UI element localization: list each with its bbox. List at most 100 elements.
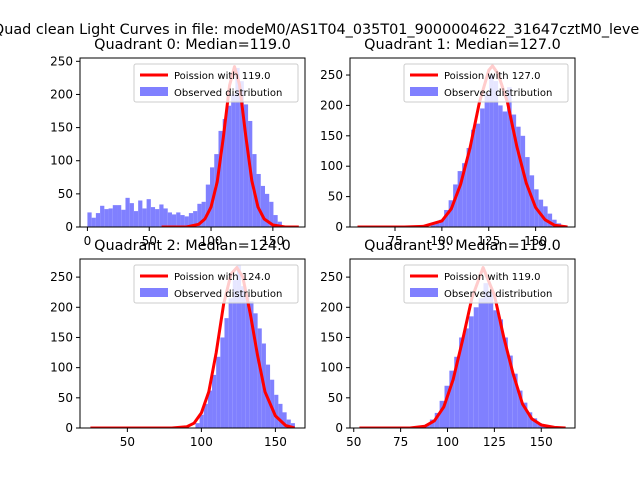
histogram-bar [435,223,440,227]
y-tick-label: 0 [335,220,343,234]
x-tick-label: 125 [477,234,500,248]
histogram-bar [459,337,464,428]
histogram-bar [256,173,261,227]
histogram-bar [95,213,101,227]
histogram-bar [220,337,225,428]
histogram-bar [547,213,553,227]
y-tick-label: 200 [320,98,343,112]
histogram-bar [243,104,249,227]
histogram-bar [278,403,283,428]
histogram-bar [507,87,512,227]
histogram-bar [235,67,240,227]
histogram-bar [142,208,147,227]
histogram-bar [212,374,217,428]
histogram-bar [493,310,499,428]
histogram-bar [429,419,435,428]
y-tick-label: 250 [320,270,343,284]
histogram-bar [199,414,204,428]
legend: Poission with 119.0 Observed distribution [403,264,569,304]
y-tick-label: 50 [328,391,343,405]
histogram-bar [286,419,291,428]
histogram-bar [193,211,198,227]
histogram-bar [274,394,279,428]
histogram-bar [444,385,450,428]
histogram-bar [493,81,499,227]
legend: Poission with 124.0 Observed distribution [133,264,299,304]
histogram-bar [488,292,494,428]
histogram-bar [511,114,517,227]
histogram-bar [216,356,221,428]
y-tick-label: 150 [50,121,73,135]
legend-label-poisson: Poission with 124.0 [174,272,270,283]
histogram-bar [207,390,213,428]
legend-bar-swatch [140,288,168,297]
histogram-bar [498,105,503,227]
x-tick-label: 150 [261,234,284,248]
histogram-bar [270,379,275,428]
histogram-bar [478,298,484,428]
y-tick-label: 50 [328,190,343,204]
histogram-bar [104,209,109,227]
x-tick-label: 100 [190,435,213,449]
histogram-bar [241,286,246,428]
x-tick-label: 100 [436,435,459,449]
legend-bar-swatch [140,87,168,96]
x-tick-label: 150 [524,234,547,248]
histogram-bar [475,123,481,227]
x-tick-label: 150 [530,435,553,449]
histogram-bar [236,265,242,428]
y-tick-label: 250 [320,68,343,82]
histogram-bar [249,301,254,428]
histogram-bar [201,201,206,227]
y-tick-label: 100 [50,154,73,168]
histogram-bar [532,418,538,428]
histogram-bar [228,298,233,428]
axes-frame [79,57,306,228]
legend-bar-swatch [410,87,438,96]
subplot-title: Quadrant 1: Median=127.0 [364,37,561,53]
axes-frame [349,258,576,429]
y-tick-label: 200 [50,300,73,314]
histogram-bar [462,163,467,227]
x-tick-label: 100 [430,234,453,248]
histogram-bar [473,307,479,428]
subplot-title: Quadrant 2: Median=124.0 [94,238,291,254]
histogram-bar [125,197,130,227]
histogram-bar [457,171,463,227]
histogram-bar [527,412,533,428]
y-tick-label: 0 [65,421,73,435]
x-tick-label: 0 [84,234,92,248]
histogram-bar [471,129,476,227]
y-tick-label: 100 [320,159,343,173]
histogram-bar [195,423,200,428]
histogram-bar [444,209,449,227]
x-tick-label: 50 [142,234,157,248]
histogram-bar [464,328,469,428]
histogram-bar [108,208,113,227]
histogram-bar [480,108,485,227]
legend-label-observed: Observed distribution [174,289,282,300]
x-tick-label: 75 [393,435,408,449]
y-tick-label: 0 [335,421,343,435]
legend-label-poisson: Poission with 119.0 [174,71,270,82]
legend-label-poisson: Poission with 119.0 [444,272,540,283]
histogram-bar [552,219,557,227]
histogram-bar [129,203,134,227]
y-tick-label: 200 [50,87,73,101]
histogram-bar [87,212,92,227]
histogram-bar [543,206,548,227]
histogram-bar [224,318,229,428]
x-tick-label: 125 [483,435,506,449]
y-tick-label: 0 [65,220,73,234]
histogram-bar [282,412,287,428]
x-tick-label: 150 [264,435,287,449]
histogram-bar [449,370,455,428]
histogram-bar [159,204,164,227]
legend-box [403,264,569,304]
legend: Poission with 127.0 Observed distribution [403,63,569,103]
y-tick-label: 100 [50,361,73,375]
y-tick-label: 50 [58,391,73,405]
histogram-bar [203,403,208,428]
